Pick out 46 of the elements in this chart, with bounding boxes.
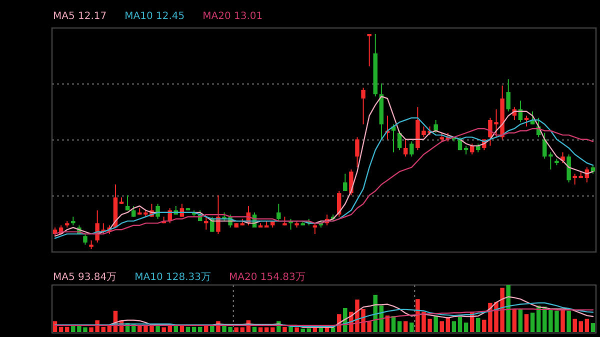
bar bbox=[518, 308, 523, 332]
bar bbox=[397, 321, 402, 332]
bar bbox=[198, 326, 202, 332]
bar bbox=[168, 326, 172, 332]
bar bbox=[204, 326, 208, 332]
bar bbox=[464, 322, 468, 332]
bar bbox=[107, 326, 112, 332]
bar bbox=[300, 328, 305, 332]
bar bbox=[264, 327, 269, 332]
legend: MA5 93.84万 MA10 128.33万 MA20 154.83万 bbox=[53, 272, 306, 283]
bar bbox=[162, 327, 166, 332]
bar bbox=[566, 310, 571, 332]
bar bbox=[234, 327, 238, 332]
bar bbox=[440, 321, 444, 332]
bar bbox=[192, 326, 196, 332]
bar bbox=[258, 327, 263, 332]
bar bbox=[572, 318, 577, 332]
bar bbox=[403, 321, 408, 332]
bar bbox=[282, 326, 287, 332]
bar bbox=[560, 308, 565, 332]
bar bbox=[210, 326, 214, 332]
bar bbox=[240, 327, 245, 332]
bar bbox=[512, 308, 517, 332]
bar bbox=[252, 326, 257, 332]
bar bbox=[288, 326, 293, 332]
bar bbox=[506, 285, 510, 332]
bar bbox=[530, 312, 535, 332]
bar bbox=[270, 327, 275, 332]
bar bbox=[458, 316, 462, 332]
legend: MA5 12.17 MA10 12.45 MA20 13.01 bbox=[53, 11, 263, 22]
bar bbox=[578, 321, 584, 332]
bar bbox=[476, 318, 480, 332]
bar bbox=[590, 323, 596, 332]
bar bbox=[58, 326, 64, 332]
bar bbox=[156, 326, 160, 332]
bar bbox=[584, 318, 590, 332]
bar bbox=[174, 326, 178, 332]
bar bbox=[410, 322, 414, 332]
bar bbox=[294, 327, 299, 332]
bar bbox=[434, 316, 438, 332]
bar bbox=[524, 314, 529, 332]
bar bbox=[186, 326, 190, 332]
bar bbox=[64, 326, 70, 332]
bar bbox=[101, 326, 106, 332]
bar bbox=[452, 321, 456, 332]
bar bbox=[306, 328, 312, 332]
